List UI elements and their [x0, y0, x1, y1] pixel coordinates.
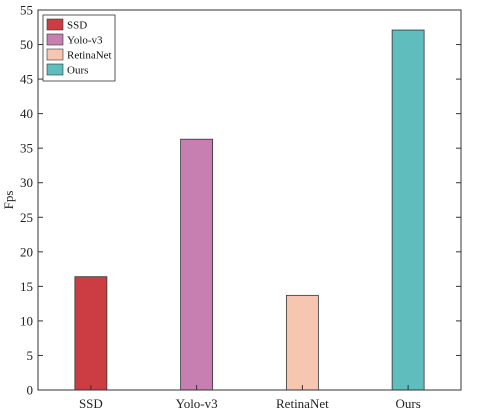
legend-label: Ours: [67, 65, 88, 77]
y-tick-label: 25: [20, 210, 33, 225]
legend-swatch: [46, 48, 64, 61]
x-tick-label: RetinaNet: [276, 396, 329, 411]
bar-ssd: [74, 276, 108, 391]
bar-retinanet: [285, 294, 319, 391]
bar-ours: [391, 29, 425, 391]
y-axis-label: Fps: [1, 191, 16, 210]
y-tick-label: 0: [27, 383, 34, 398]
y-tick-label: 30: [20, 175, 33, 190]
legend-swatch: [46, 63, 64, 76]
x-tick-label: SSD: [79, 396, 103, 411]
bar-yolo-v3: [180, 138, 214, 391]
y-tick-label: 45: [20, 72, 33, 87]
plot-frame: [37, 9, 462, 391]
legend-label: Yolo-v3: [67, 35, 103, 47]
y-tick-label: 5: [27, 348, 34, 363]
bars-group: [74, 29, 425, 391]
y-tick-label: 10: [20, 313, 33, 328]
y-axis: 0 5 10 15 20 25 30 35 40 45 50 55: [20, 3, 461, 398]
y-tick-label: 35: [20, 141, 33, 156]
legend-label: SSD: [67, 20, 87, 32]
x-tick-label: Yolo-v3: [176, 396, 218, 411]
legend-swatch: [46, 33, 64, 46]
y-tick-label: 40: [20, 106, 33, 121]
legend: SSD Yolo-v3 RetinaNet Ours: [42, 14, 116, 82]
y-tick-label: 15: [20, 279, 33, 294]
x-axis: SSD Yolo-v3 RetinaNet Ours: [79, 385, 421, 411]
y-tick-label: 50: [20, 37, 33, 52]
y-tick-label: 55: [20, 3, 33, 18]
legend-swatch: [46, 18, 64, 31]
y-tick-label: 20: [20, 244, 33, 259]
x-tick-label: Ours: [395, 396, 420, 411]
legend-label: RetinaNet: [67, 50, 112, 62]
